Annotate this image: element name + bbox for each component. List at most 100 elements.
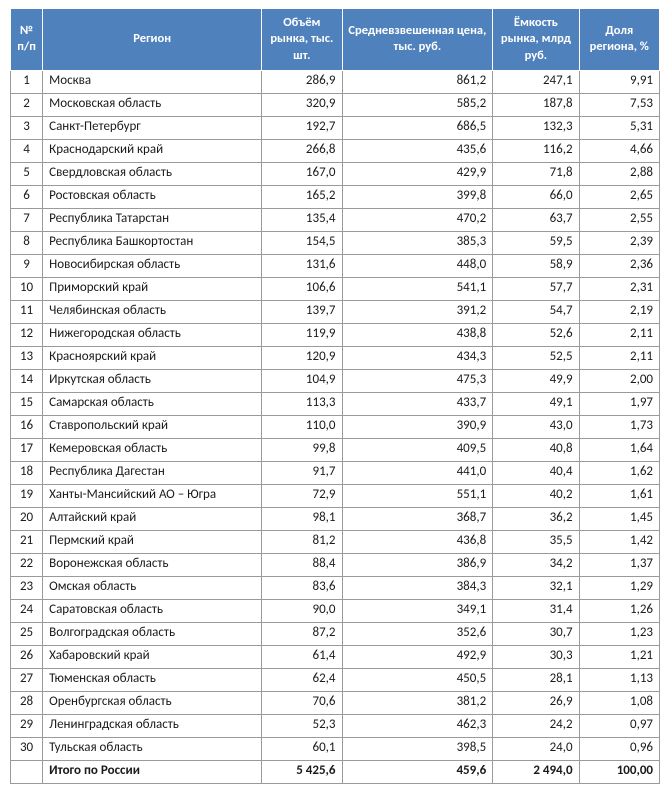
cell-vol: 192,7 <box>262 116 342 139</box>
cell-share: 1,23 <box>579 622 659 645</box>
cell-region: Республика Башкортостан <box>43 231 262 254</box>
cell-share: 1,13 <box>579 668 659 691</box>
table-row: 18Республика Дагестан91,7441,040,41,62 <box>11 461 660 484</box>
cell-vol: 119,9 <box>262 323 342 346</box>
cell-n: 7 <box>11 208 43 231</box>
cell-price: 459,6 <box>342 760 493 783</box>
cell-n: 29 <box>11 714 43 737</box>
cell-region: Свердловская область <box>43 162 262 185</box>
cell-region: Иркутская область <box>43 369 262 392</box>
cell-region: Саратовская область <box>43 599 262 622</box>
cell-vol: 87,2 <box>262 622 342 645</box>
cell-price: 438,8 <box>342 323 493 346</box>
th-region: Регион <box>43 9 262 71</box>
cell-price: 391,2 <box>342 300 493 323</box>
cell-n: 22 <box>11 553 43 576</box>
cell-share: 1,26 <box>579 599 659 622</box>
cell-share: 1,64 <box>579 438 659 461</box>
cell-price: 433,7 <box>342 392 493 415</box>
cell-share: 2,19 <box>579 300 659 323</box>
cell-share: 4,66 <box>579 139 659 162</box>
cell-share: 7,53 <box>579 93 659 116</box>
table-row: 28Оренбургская область70,6381,226,91,08 <box>11 691 660 714</box>
cell-region: Кемеровская область <box>43 438 262 461</box>
table-row: 25Волгоградская область87,2352,630,71,23 <box>11 622 660 645</box>
cell-share: 100,00 <box>579 760 659 783</box>
cell-share: 1,42 <box>579 530 659 553</box>
cell-price: 352,6 <box>342 622 493 645</box>
cell-cap: 26,9 <box>493 691 579 714</box>
cell-share: 2,00 <box>579 369 659 392</box>
cell-region: Красноярский край <box>43 346 262 369</box>
cell-share: 0,97 <box>579 714 659 737</box>
cell-share: 0,96 <box>579 737 659 760</box>
cell-vol: 110,0 <box>262 415 342 438</box>
cell-share: 2,11 <box>579 346 659 369</box>
cell-region: Челябинская область <box>43 300 262 323</box>
cell-cap: 43,0 <box>493 415 579 438</box>
cell-vol: 165,2 <box>262 185 342 208</box>
table-row: 2Московская область320,9585,2187,87,53 <box>11 93 660 116</box>
table-row: 27Тюменская область62,4450,528,11,13 <box>11 668 660 691</box>
cell-share: 2,36 <box>579 254 659 277</box>
cell-n: 14 <box>11 369 43 392</box>
table-row: 10Приморский край106,6541,157,72,31 <box>11 277 660 300</box>
cell-price: 436,8 <box>342 530 493 553</box>
cell-price: 475,3 <box>342 369 493 392</box>
cell-cap: 31,4 <box>493 599 579 622</box>
cell-price: 434,3 <box>342 346 493 369</box>
cell-share: 2,88 <box>579 162 659 185</box>
cell-n: 4 <box>11 139 43 162</box>
cell-price: 441,0 <box>342 461 493 484</box>
cell-share: 2,31 <box>579 277 659 300</box>
cell-vol: 72,9 <box>262 484 342 507</box>
cell-n: 30 <box>11 737 43 760</box>
cell-n: 5 <box>11 162 43 185</box>
cell-price: 409,5 <box>342 438 493 461</box>
cell-region: Тюменская область <box>43 668 262 691</box>
cell-region: Омская область <box>43 576 262 599</box>
cell-region: Ростовская область <box>43 185 262 208</box>
cell-vol: 62,4 <box>262 668 342 691</box>
table-row: 15Самарская область113,3433,749,11,97 <box>11 392 660 415</box>
cell-n: 16 <box>11 415 43 438</box>
cell-cap: 49,9 <box>493 369 579 392</box>
table-row: 26Хабаровский край61,4492,930,31,21 <box>11 645 660 668</box>
cell-cap: 40,4 <box>493 461 579 484</box>
table-row: 3Санкт-Петербург192,7686,5132,35,31 <box>11 116 660 139</box>
cell-region: Москва <box>43 70 262 93</box>
cell-vol: 83,6 <box>262 576 342 599</box>
table-row: 13Красноярский край120,9434,352,52,11 <box>11 346 660 369</box>
th-cap: Ёмкость рынка, млрд руб. <box>493 9 579 71</box>
cell-share: 2,65 <box>579 185 659 208</box>
cell-share: 2,11 <box>579 323 659 346</box>
cell-vol: 5 425,6 <box>262 760 342 783</box>
cell-vol: 320,9 <box>262 93 342 116</box>
cell-price: 435,6 <box>342 139 493 162</box>
cell-vol: 98,1 <box>262 507 342 530</box>
table-row: 17Кемеровская область99,8409,540,81,64 <box>11 438 660 461</box>
table-row: 24Саратовская область90,0349,131,41,26 <box>11 599 660 622</box>
cell-cap: 30,7 <box>493 622 579 645</box>
cell-n: 12 <box>11 323 43 346</box>
cell-n: 28 <box>11 691 43 714</box>
table-row: 12Нижегородская область119,9438,852,62,1… <box>11 323 660 346</box>
cell-vol: 61,4 <box>262 645 342 668</box>
cell-cap: 30,3 <box>493 645 579 668</box>
cell-cap: 24,2 <box>493 714 579 737</box>
cell-vol: 139,7 <box>262 300 342 323</box>
cell-share: 1,61 <box>579 484 659 507</box>
cell-n: 23 <box>11 576 43 599</box>
cell-cap: 52,5 <box>493 346 579 369</box>
cell-region: Хабаровский край <box>43 645 262 668</box>
cell-cap: 32,1 <box>493 576 579 599</box>
cell-n: 8 <box>11 231 43 254</box>
cell-region: Ставропольский край <box>43 415 262 438</box>
cell-region: Самарская область <box>43 392 262 415</box>
cell-share: 1,08 <box>579 691 659 714</box>
cell-n: 15 <box>11 392 43 415</box>
cell-share: 1,73 <box>579 415 659 438</box>
cell-region: Итого по России <box>43 760 262 783</box>
cell-price: 398,5 <box>342 737 493 760</box>
table-row: Итого по России5 425,6459,62 494,0100,00 <box>11 760 660 783</box>
